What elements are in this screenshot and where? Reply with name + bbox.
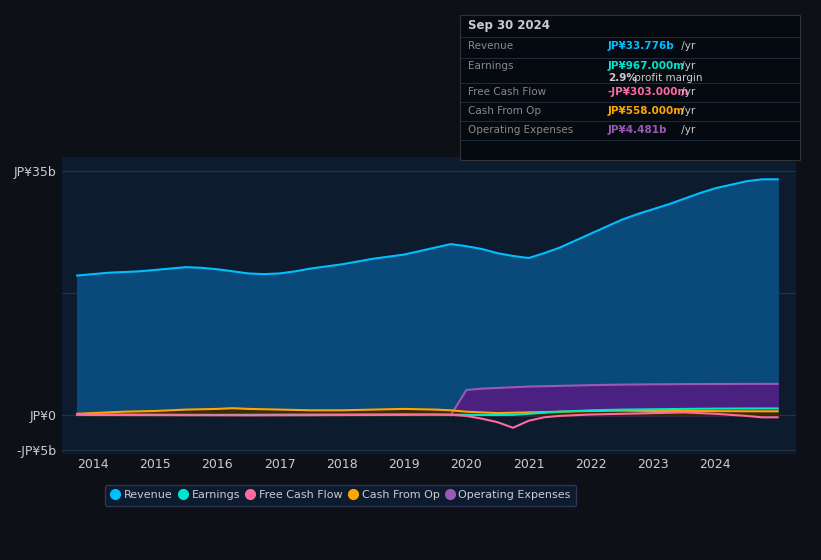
- Text: Free Cash Flow: Free Cash Flow: [468, 87, 546, 97]
- Text: /yr: /yr: [677, 106, 695, 116]
- Text: Revenue: Revenue: [468, 41, 513, 51]
- Text: profit margin: profit margin: [631, 73, 702, 83]
- Text: /yr: /yr: [677, 125, 695, 135]
- Legend: Revenue, Earnings, Free Cash Flow, Cash From Op, Operating Expenses: Revenue, Earnings, Free Cash Flow, Cash …: [105, 485, 576, 506]
- Text: JP¥4.481b: JP¥4.481b: [608, 125, 667, 135]
- Text: Sep 30 2024: Sep 30 2024: [468, 20, 550, 32]
- Text: JP¥967.000m: JP¥967.000m: [608, 61, 685, 71]
- Text: JP¥33.776b: JP¥33.776b: [608, 41, 675, 51]
- Text: Cash From Op: Cash From Op: [468, 106, 541, 116]
- Text: JP¥558.000m: JP¥558.000m: [608, 106, 685, 116]
- Text: Operating Expenses: Operating Expenses: [468, 125, 573, 135]
- Text: 2.9%: 2.9%: [608, 73, 636, 83]
- Text: /yr: /yr: [677, 41, 695, 51]
- Text: /yr: /yr: [677, 87, 695, 97]
- Text: -JP¥303.000m: -JP¥303.000m: [608, 87, 689, 97]
- Text: /yr: /yr: [677, 61, 695, 71]
- Text: Earnings: Earnings: [468, 61, 514, 71]
